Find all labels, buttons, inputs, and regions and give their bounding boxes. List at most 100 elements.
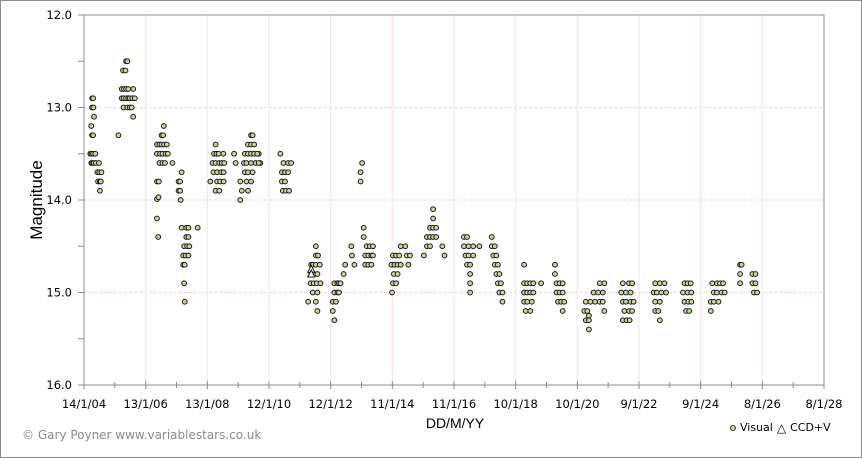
x-tick-label: 10/1/18 bbox=[493, 397, 537, 411]
visual-observation-point bbox=[92, 150, 99, 157]
visual-observation-point bbox=[709, 280, 716, 287]
visual-observation-point bbox=[407, 252, 413, 259]
visual-observation-point bbox=[464, 234, 470, 240]
visual-observation-point bbox=[351, 261, 358, 268]
x-tick-label: 8/1/26 bbox=[744, 397, 781, 411]
visual-observation-point bbox=[360, 224, 367, 231]
visual-observation-point bbox=[207, 178, 214, 185]
visual-observation-point bbox=[125, 86, 132, 92]
visual-observation-point bbox=[653, 289, 660, 296]
x-tick-label: 13/1/08 bbox=[185, 397, 229, 411]
visual-observation-point bbox=[90, 95, 97, 102]
visual-observation-point bbox=[243, 160, 250, 166]
visual-observation-point bbox=[181, 298, 188, 305]
visual-observation-point bbox=[160, 123, 167, 129]
visual-observation-point bbox=[115, 132, 122, 139]
visual-observation-point bbox=[626, 317, 633, 324]
visual-observation-point bbox=[494, 261, 501, 268]
visual-observation-point bbox=[254, 150, 261, 157]
visual-observation-point bbox=[652, 298, 659, 305]
visual-observation-point bbox=[128, 104, 135, 111]
y-tick-label: 16.0 bbox=[46, 378, 72, 392]
visual-observation-point bbox=[357, 178, 364, 185]
visual-observation-point bbox=[337, 280, 344, 287]
visual-observation-point bbox=[181, 280, 188, 287]
visual-observation-point bbox=[661, 280, 668, 287]
visual-observation-point bbox=[618, 289, 625, 296]
visual-observation-point bbox=[312, 298, 319, 305]
visual-observation-point bbox=[314, 308, 321, 314]
visual-observation-point bbox=[329, 308, 336, 314]
visual-observation-point bbox=[91, 113, 97, 120]
y-tick-label: 15.0 bbox=[46, 286, 72, 300]
legend-ccd-label: CCD+V bbox=[790, 421, 831, 434]
visual-observation-point bbox=[155, 194, 162, 201]
y-tick-label: 12.0 bbox=[46, 8, 72, 22]
y-tick-label: 13.0 bbox=[46, 101, 72, 115]
visual-observation-point bbox=[470, 252, 477, 259]
visual-observation-point bbox=[237, 178, 244, 185]
visual-observation-point bbox=[559, 308, 566, 314]
legend-visual-label: Visual bbox=[740, 421, 773, 434]
visual-observation-point bbox=[621, 308, 628, 314]
visual-observation-point bbox=[154, 215, 160, 222]
visual-observation-point bbox=[231, 150, 237, 157]
visual-observation-point bbox=[360, 234, 367, 240]
visual-observation-point bbox=[232, 160, 239, 166]
visual-observation-point bbox=[393, 280, 399, 287]
visual-observation-point bbox=[245, 169, 251, 176]
visual-observation-point bbox=[194, 224, 201, 231]
visual-observation-point bbox=[349, 252, 355, 259]
visual-observation-point bbox=[155, 178, 162, 185]
x-axis-title: DD/M/YY bbox=[426, 415, 485, 431]
visual-observation-point bbox=[582, 298, 589, 305]
visual-observation-point bbox=[163, 141, 170, 148]
visual-observation-point bbox=[420, 252, 427, 259]
visual-observation-point bbox=[433, 234, 440, 240]
visual-observation-point bbox=[220, 178, 227, 185]
x-tick-label: 10/1/20 bbox=[555, 397, 599, 411]
visual-observation-point bbox=[251, 141, 258, 148]
visual-observation-point bbox=[185, 234, 192, 240]
visual-observation-point bbox=[467, 280, 474, 287]
visual-observation-point bbox=[185, 224, 192, 231]
visual-observation-point bbox=[599, 289, 606, 296]
visual-observation-point bbox=[552, 271, 558, 277]
visual-observation-point bbox=[97, 178, 104, 185]
visual-observation-point bbox=[177, 178, 184, 185]
visual-observation-point bbox=[658, 289, 665, 296]
visual-observation-point bbox=[155, 234, 162, 240]
visual-observation-point bbox=[754, 289, 760, 296]
visual-observation-point bbox=[286, 187, 292, 194]
visual-observation-point bbox=[498, 280, 504, 287]
visual-observation-point bbox=[243, 178, 250, 185]
visual-observation-point bbox=[90, 132, 97, 139]
visual-observation-point bbox=[738, 261, 745, 268]
visual-observation-point bbox=[288, 160, 295, 166]
visual-observation-point bbox=[491, 243, 498, 250]
visual-observation-point bbox=[368, 261, 375, 268]
visual-observation-point bbox=[178, 169, 185, 176]
visual-observation-point bbox=[397, 261, 404, 268]
visual-observation-point bbox=[186, 243, 193, 250]
visual-observation-point bbox=[586, 312, 592, 319]
visual-observation-point bbox=[688, 289, 695, 296]
visual-observation-point bbox=[623, 298, 629, 305]
visual-observation-point bbox=[629, 308, 635, 314]
x-tick-label: 12/1/10 bbox=[247, 397, 291, 411]
visual-observation-point bbox=[315, 252, 321, 259]
visual-observation-point bbox=[590, 289, 597, 296]
visual-observation-point bbox=[530, 280, 537, 287]
visual-observation-point bbox=[220, 150, 227, 157]
visual-observation-point bbox=[467, 271, 474, 277]
visual-observation-point bbox=[584, 308, 591, 314]
visual-observation-point bbox=[397, 243, 404, 250]
visual-observation-point bbox=[714, 289, 720, 296]
ccd-triangle-icon: △ bbox=[776, 420, 787, 435]
visual-observation-point bbox=[430, 206, 436, 213]
visual-observation-point bbox=[623, 289, 629, 296]
visual-observation-point bbox=[619, 280, 626, 287]
visual-observation-point bbox=[396, 252, 403, 259]
visual-observation-point bbox=[169, 160, 176, 166]
visual-observation-point bbox=[331, 317, 338, 324]
